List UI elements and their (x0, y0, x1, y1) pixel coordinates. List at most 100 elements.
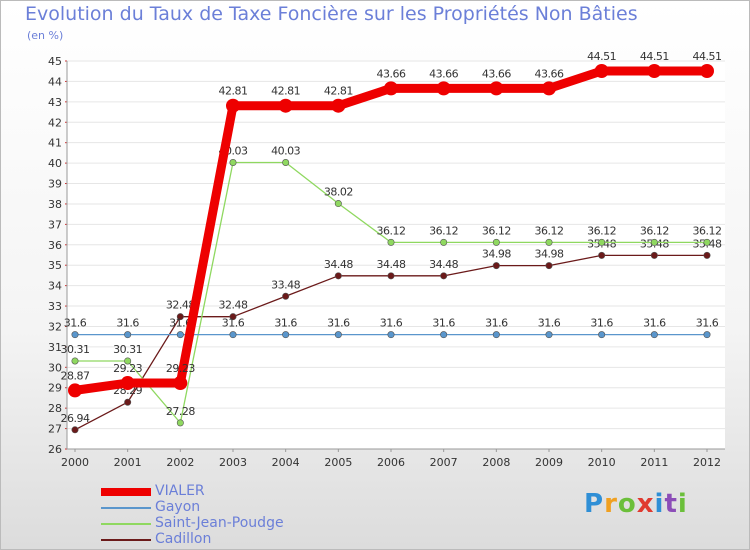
data-point-gayon (598, 331, 606, 339)
data-point-vialer (331, 98, 346, 113)
data-label-gayon: 31.6 (327, 317, 350, 330)
data-label-cadillon: 34.48 (429, 258, 458, 271)
data-label-cadillon: 34.48 (377, 258, 406, 271)
data-point-saint-jean-poudge (176, 419, 184, 427)
y-tick-label: 31 (48, 341, 62, 354)
data-label-cadillon: 26.94 (61, 412, 90, 425)
x-tick-label: 2002 (166, 456, 194, 469)
data-label-saint-jean-poudge: 27.28 (166, 405, 195, 418)
y-tick-label: 36 (48, 239, 62, 252)
x-tick-label: 2005 (324, 456, 352, 469)
data-label-gayon: 31.6 (432, 317, 455, 330)
data-label-gayon: 31.6 (538, 317, 561, 330)
y-axis-unit-label: (en %) (27, 29, 64, 42)
data-point-vialer (68, 383, 82, 398)
data-label-vialer: 44.51 (640, 50, 669, 63)
y-tick-label: 44 (48, 75, 62, 88)
data-label-vialer: 43.66 (535, 67, 564, 80)
data-point-cadillon (703, 251, 711, 259)
data-label-vialer: 42.81 (271, 85, 300, 98)
y-tick-label: 33 (48, 300, 62, 313)
data-point-vialer (542, 81, 556, 96)
data-point-cadillon (176, 313, 184, 321)
data-point-vialer (226, 98, 240, 113)
x-tick-label: 2007 (430, 456, 458, 469)
y-tick-label: 43 (48, 96, 62, 109)
y-tick-label: 29 (48, 382, 62, 395)
data-point-saint-jean-poudge (282, 158, 290, 166)
data-point-gayon (229, 331, 237, 339)
y-tick-label: 26 (48, 443, 62, 456)
data-point-cadillon (334, 272, 342, 280)
logo-letter: P (584, 489, 605, 519)
data-point-vialer (594, 64, 609, 79)
data-point-gayon (440, 331, 448, 339)
data-label-cadillon: 32.48 (219, 299, 248, 312)
data-label-gayon: 31.6 (380, 317, 403, 330)
y-tick-label: 42 (48, 116, 62, 129)
data-point-saint-jean-poudge (492, 238, 500, 246)
data-label-vialer: 28.87 (61, 369, 90, 382)
y-tick-label: 30 (48, 361, 62, 374)
y-tick-label: 27 (48, 423, 62, 436)
data-point-saint-jean-poudge (440, 238, 448, 246)
data-point-gayon (71, 331, 79, 339)
data-point-vialer (384, 81, 398, 96)
data-point-cadillon (282, 292, 290, 300)
x-tick-label: 2003 (219, 456, 247, 469)
data-label-vialer: 42.81 (324, 85, 353, 98)
data-point-saint-jean-poudge (703, 238, 711, 246)
data-label-saint-jean-poudge: 36.12 (535, 224, 564, 237)
data-label-saint-jean-poudge: 40.03 (271, 144, 300, 157)
data-label-gayon: 31.6 (643, 317, 666, 330)
data-point-vialer (173, 376, 188, 391)
x-tick-label: 2008 (482, 456, 510, 469)
data-point-cadillon (492, 262, 500, 270)
data-point-saint-jean-poudge (650, 238, 658, 246)
data-label-vialer: 43.66 (377, 67, 406, 80)
chart-title: Evolution du Taux de Taxe Foncière sur l… (25, 3, 638, 25)
data-point-cadillon (387, 272, 395, 280)
data-point-cadillon (650, 251, 658, 259)
legend-label-cadillon: Cadillon (155, 531, 212, 547)
data-label-saint-jean-poudge: 30.31 (61, 343, 90, 356)
data-label-gayon: 31.6 (590, 317, 613, 330)
x-tick-label: 2011 (640, 456, 668, 469)
data-label-vialer: 29.23 (166, 362, 195, 375)
legend-swatch-saint-jean-poudge (101, 523, 151, 525)
data-point-gayon (124, 331, 132, 339)
y-tick-label: 45 (48, 55, 62, 68)
data-point-cadillon (440, 272, 448, 280)
data-point-cadillon (598, 251, 606, 259)
y-tick-label: 32 (48, 320, 62, 333)
data-label-gayon: 31.6 (64, 317, 87, 330)
data-point-vialer (436, 81, 451, 96)
data-label-vialer: 42.81 (219, 85, 248, 98)
data-point-cadillon (229, 313, 237, 321)
logo-letter: o (617, 489, 637, 519)
series-gayon: 31.6 31.6 31.6 31.6 31.6 31.6 31.6 31.6 31.6 31.6… (64, 317, 719, 339)
proxiti-logo: Proxiti (584, 489, 688, 519)
data-point-gayon (282, 331, 290, 339)
data-label-saint-jean-poudge: 30.31 (113, 343, 142, 356)
logo-letter: x (636, 489, 655, 519)
y-tick-label: 37 (48, 218, 62, 231)
data-point-gayon (492, 331, 500, 339)
y-tick-label: 41 (48, 137, 62, 150)
data-point-vialer (700, 64, 714, 79)
data-label-vialer: 43.66 (429, 67, 458, 80)
logo-letter: i (677, 489, 688, 519)
data-point-vialer (647, 64, 662, 79)
data-label-gayon: 31.6 (696, 317, 719, 330)
data-label-saint-jean-poudge: 38.02 (324, 186, 353, 199)
data-point-gayon (703, 331, 711, 339)
legend-swatch-gayon (101, 507, 151, 509)
data-point-vialer (278, 98, 293, 113)
data-point-vialer (120, 376, 135, 391)
y-tick-label: 28 (48, 402, 62, 415)
legend-label-saint-jean-poudge: Saint-Jean-Poudge (155, 515, 284, 531)
data-point-saint-jean-poudge (598, 238, 606, 246)
data-label-saint-jean-poudge: 36.12 (640, 224, 669, 237)
